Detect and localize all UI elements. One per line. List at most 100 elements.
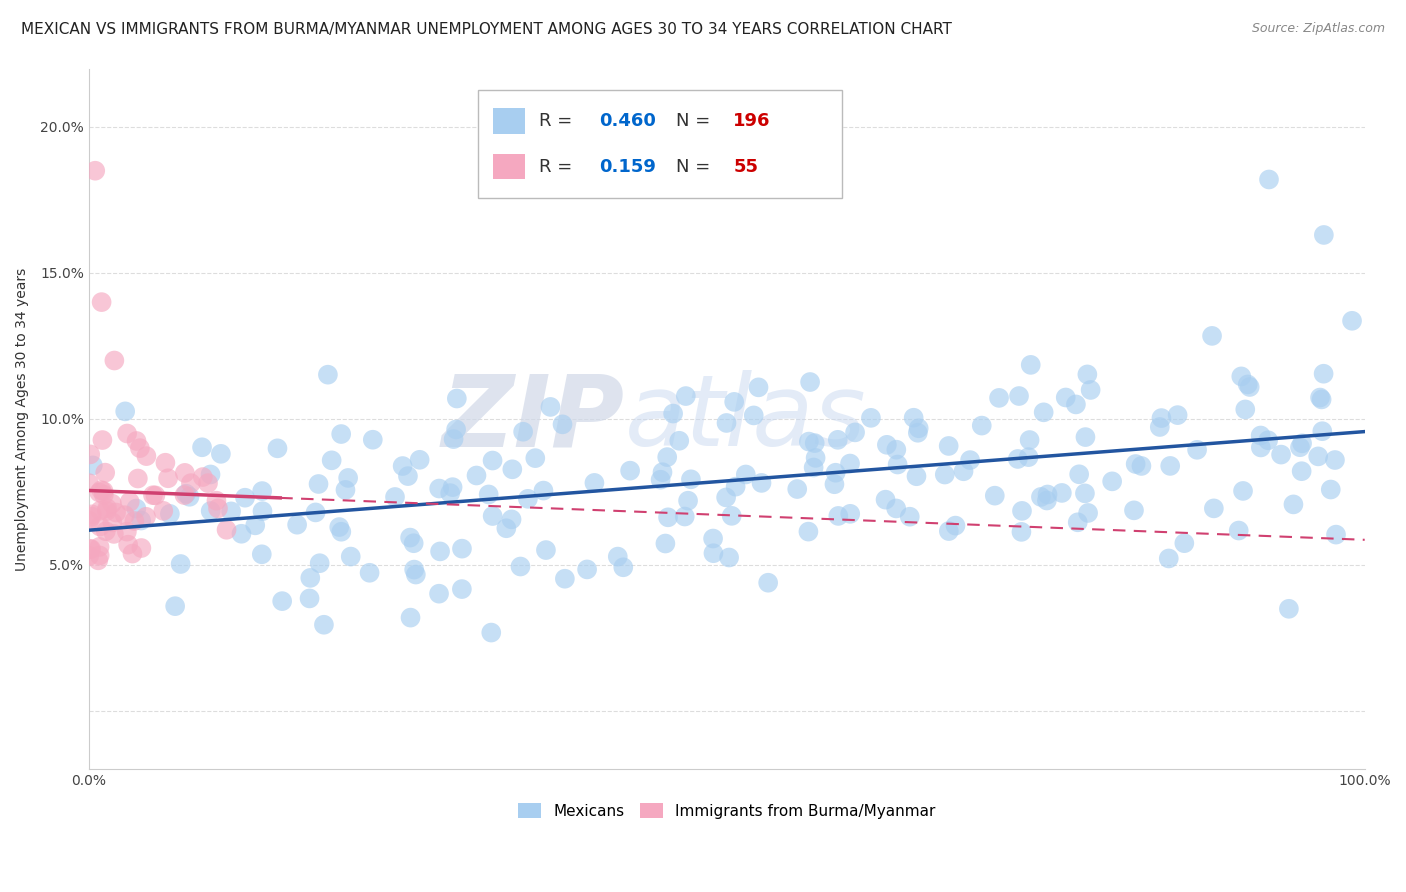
Point	[152, 504, 174, 518]
Point	[534, 543, 557, 558]
Point	[179, 490, 201, 504]
Point	[96, 504, 118, 518]
Point	[1313, 227, 1336, 242]
Point	[114, 508, 136, 523]
Point	[391, 458, 413, 473]
Point	[907, 425, 929, 440]
Point	[142, 488, 165, 502]
Point	[1064, 397, 1087, 411]
Point	[165, 599, 187, 614]
Point	[200, 504, 222, 518]
Point	[191, 440, 214, 454]
Point	[827, 508, 849, 523]
Text: 55: 55	[733, 158, 758, 176]
Point	[886, 458, 908, 472]
Point	[934, 467, 956, 482]
Point	[501, 462, 523, 476]
Point	[101, 516, 124, 530]
Point	[884, 442, 907, 457]
Text: MEXICAN VS IMMIGRANTS FROM BURMA/MYANMAR UNEMPLOYMENT AMONG AGES 30 TO 34 YEARS : MEXICAN VS IMMIGRANTS FROM BURMA/MYANMAR…	[21, 22, 952, 37]
Point	[1341, 314, 1364, 328]
Point	[554, 572, 576, 586]
Point	[103, 353, 125, 368]
Point	[384, 490, 406, 504]
Point	[619, 464, 641, 478]
Point	[803, 436, 825, 450]
Point	[451, 582, 474, 596]
Point	[654, 536, 676, 550]
Point	[121, 547, 143, 561]
Point	[905, 469, 928, 483]
Point	[495, 521, 517, 535]
Point	[1167, 408, 1189, 422]
Point	[657, 510, 679, 524]
Point	[702, 532, 724, 546]
Point	[747, 380, 769, 394]
Point	[231, 526, 253, 541]
Text: N =: N =	[676, 112, 716, 130]
Point	[1227, 524, 1250, 538]
Point	[1074, 430, 1097, 444]
Point	[335, 483, 357, 497]
Point	[1007, 452, 1029, 467]
Point	[720, 508, 742, 523]
Point	[1054, 391, 1077, 405]
Point	[1125, 457, 1147, 471]
Point	[316, 368, 339, 382]
Point	[1291, 464, 1313, 478]
Point	[1309, 391, 1331, 405]
Point	[1101, 475, 1123, 489]
Point	[1250, 428, 1272, 442]
Point	[988, 391, 1011, 405]
Point	[742, 409, 765, 423]
Text: 196: 196	[733, 112, 770, 130]
Point	[538, 400, 561, 414]
Point	[1157, 551, 1180, 566]
Point	[1282, 497, 1305, 511]
Point	[159, 507, 181, 521]
Point	[938, 439, 960, 453]
Point	[155, 456, 177, 470]
Text: atlas: atlas	[624, 370, 866, 467]
Text: ZIP: ZIP	[441, 370, 624, 467]
Point	[89, 549, 111, 563]
Point	[304, 505, 326, 519]
Point	[952, 464, 974, 478]
Legend: Mexicans, Immigrants from Burma/Myanmar: Mexicans, Immigrants from Burma/Myanmar	[512, 797, 942, 825]
Point	[1232, 483, 1254, 498]
Point	[103, 527, 125, 541]
Point	[408, 452, 430, 467]
Point	[321, 453, 343, 467]
Point	[1036, 493, 1059, 508]
FancyBboxPatch shape	[494, 109, 526, 134]
Point	[938, 524, 960, 538]
Point	[827, 433, 849, 447]
Point	[501, 512, 523, 526]
Point	[114, 404, 136, 418]
Point	[799, 375, 821, 389]
Point	[516, 491, 538, 506]
Point	[89, 485, 111, 500]
Point	[1029, 490, 1052, 504]
Point	[1149, 420, 1171, 434]
Point	[875, 492, 897, 507]
Point	[79, 542, 101, 557]
Point	[1011, 504, 1033, 518]
Text: R =: R =	[540, 158, 578, 176]
Point	[612, 560, 634, 574]
Point	[797, 524, 820, 539]
Point	[128, 441, 150, 455]
Point	[907, 421, 929, 435]
Point	[1324, 527, 1347, 541]
Point	[89, 503, 111, 517]
Point	[135, 449, 157, 463]
Point	[673, 509, 696, 524]
Point	[205, 493, 228, 508]
Point	[839, 457, 862, 471]
Point	[756, 575, 779, 590]
Point	[1312, 367, 1334, 381]
Point	[676, 493, 699, 508]
Point	[1077, 506, 1099, 520]
Point	[299, 571, 322, 585]
Point	[1018, 433, 1040, 447]
